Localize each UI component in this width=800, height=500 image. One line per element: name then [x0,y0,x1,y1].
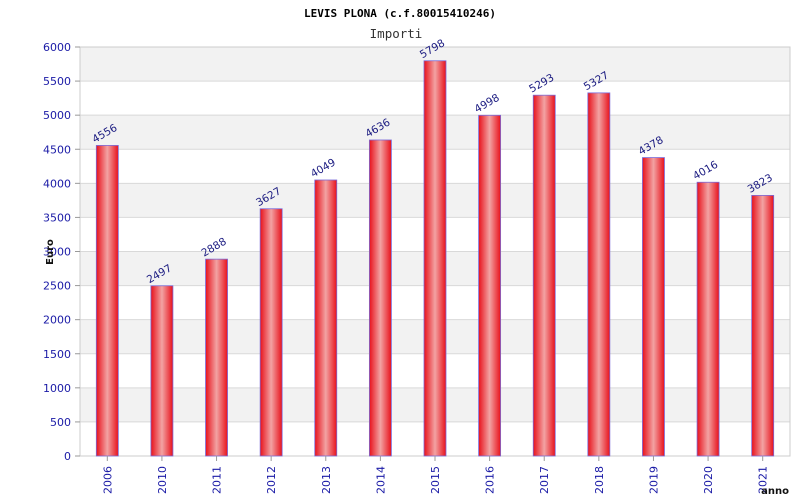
bar [696,181,720,457]
y-tick-label: 4500 [43,143,71,156]
y-tick-label: 500 [50,416,71,429]
bar [587,92,611,457]
bar [642,157,665,457]
y-tick-label: 5500 [43,75,71,88]
x-tick-label: 2020 [702,466,715,494]
x-tick-label: 2014 [374,466,387,494]
bar [478,114,502,457]
x-tick-label: 2019 [647,466,660,494]
x-tick-label: 2016 [484,466,497,494]
x-tick-label: 2021 [757,466,770,494]
x-tick-label: 2017 [538,466,551,494]
bar [205,258,228,457]
bar [150,285,174,457]
y-tick-label: 2000 [43,314,71,327]
x-axis: 2006 2010 2011 2012 2013 2014 2015 2016 2017 2018… [101,456,770,494]
x-tick-label: 2011 [211,466,224,494]
chart-title: LEVIS PLONA (c.f.80015410246) [304,7,496,20]
y-tick-label: 1500 [43,348,71,361]
bar [259,208,283,457]
y-tick-label: 4000 [43,177,71,190]
bar [368,139,392,457]
x-axis-label: anno [761,486,789,497]
x-tick-label: 2015 [429,466,442,494]
bar [532,94,556,457]
y-axis-label: Euro [45,239,56,265]
y-axis: 0 500 1000 1500 2000 2500 3000 3500 4000 4500 5000… [43,41,80,463]
y-tick-label: 1000 [43,382,71,395]
y-tick-label: 2500 [43,280,71,293]
data-label: 4049 [309,157,338,181]
y-tick-label: 3000 [43,246,71,259]
x-tick-label: 2006 [101,466,114,494]
y-tick-label: 3500 [43,211,71,224]
bar-series [95,60,775,457]
y-tick-label: 0 [64,450,71,463]
y-tick-label: 6000 [43,41,71,54]
bar [423,60,447,457]
x-tick-label: 2013 [320,466,333,494]
bar [314,179,338,457]
x-tick-label: 2010 [156,466,169,494]
data-label: 4016 [691,159,720,183]
bar [95,145,119,457]
y-tick-label: 5000 [43,109,71,122]
x-tick-label: 2012 [265,466,278,494]
x-tick-label: 2018 [593,466,606,494]
data-label: 4998 [473,92,502,116]
bar [751,194,775,457]
chart-subtitle: Importi [370,26,423,41]
